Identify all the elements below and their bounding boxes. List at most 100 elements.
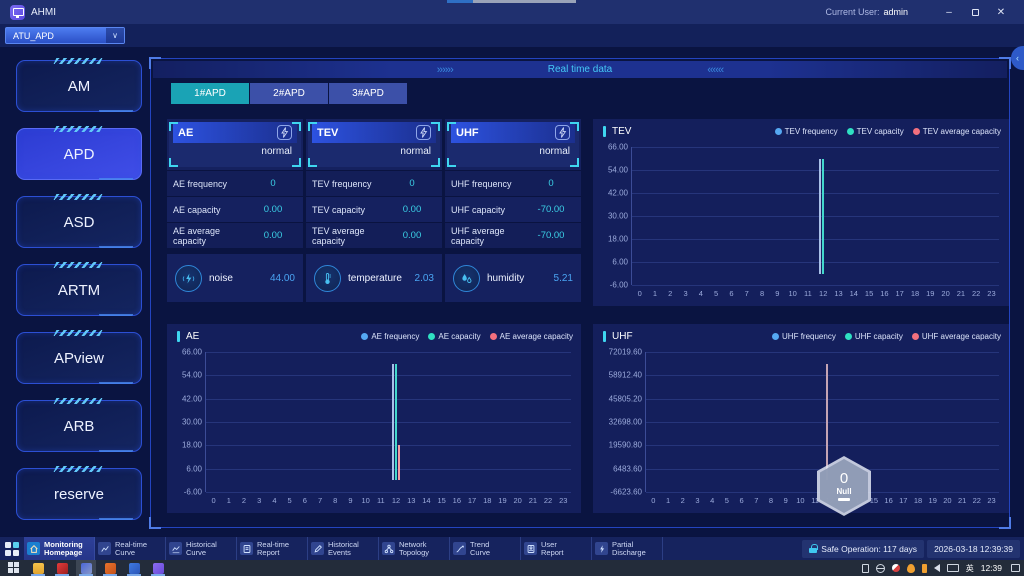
humidity-value: 5.21 (553, 272, 573, 284)
nav-historical-events[interactable]: Historical Events (308, 536, 379, 561)
table-row: UHF capacity -70.00 (445, 196, 581, 222)
volume-muted-icon[interactable] (933, 564, 940, 572)
legend-item[interactable]: TEV capacity (846, 127, 904, 136)
chart-legend: AE frequency AE capacity AE average capaci… (361, 332, 573, 341)
gridline (206, 422, 571, 423)
sidebar-item-reserve[interactable]: reserve (16, 466, 142, 520)
x-axis-tick-label: 9 (775, 289, 780, 298)
network-globe-icon[interactable] (875, 563, 885, 573)
close-button[interactable]: ✕ (996, 6, 1006, 18)
chart-title: UHF (612, 331, 633, 342)
nav-user-report[interactable]: User Report (521, 536, 592, 561)
taskbar-app-orange[interactable] (100, 560, 120, 576)
nav-network-topology[interactable]: Network Topology (379, 536, 450, 561)
firewall-tray-icon[interactable] (906, 563, 915, 573)
device-select-value: ATU_APD (13, 30, 54, 41)
taskbar-clock[interactable]: 12:39 (980, 563, 1002, 573)
nav-partial-discharge[interactable]: Partial Discharge (592, 536, 663, 561)
x-axis-tick-label: 6 (729, 289, 734, 298)
x-axis-tick-label: 21 (528, 496, 538, 505)
taskbar-app-purple[interactable] (148, 560, 168, 576)
y-axis-tick-label: 58912.40 (608, 370, 642, 380)
legend-dot-icon (489, 333, 497, 340)
battery-tray-icon[interactable] (921, 563, 927, 573)
tab-3apd[interactable]: 3#APD (329, 83, 407, 104)
badge-tick-decoration (838, 498, 850, 501)
y-axis-tick-label: 30.00 (181, 417, 202, 427)
x-axis-tick-label: 1 (652, 289, 658, 298)
keyboard-icon[interactable] (946, 564, 959, 572)
legend-item[interactable]: TEV frequency (774, 127, 838, 136)
ime-indicator[interactable]: 英 (965, 563, 974, 573)
card-title: AE (178, 126, 194, 139)
gridline (632, 285, 999, 286)
nav-trend-curve[interactable]: Trend Curve (450, 536, 521, 561)
gridline (206, 468, 571, 470)
gridline (632, 170, 999, 171)
x-axis-tick-label: 0 (651, 496, 656, 505)
usb-device-icon[interactable] (861, 563, 869, 573)
sidebar-item-am[interactable]: AM (16, 58, 142, 112)
panel-collapse-handle[interactable]: ‹ (1011, 46, 1024, 70)
tab-2apd[interactable]: 2#APD (250, 83, 328, 104)
sidebar-item-asd[interactable]: ASD (16, 194, 142, 248)
tev-chart: TEV TEV frequency TEV capacity TEV average … (593, 119, 1009, 306)
environment-cards: noise 44.00 temperature 2.03 humidity 5.… (167, 254, 581, 302)
legend-item[interactable]: AE frequency (361, 332, 419, 341)
legend-item[interactable]: AE capacity (428, 332, 481, 341)
current-user-label: Current User: (825, 7, 880, 17)
taskbar-app-folder[interactable] (28, 560, 48, 576)
y-axis-tick-label: 45805.20 (608, 394, 642, 404)
notification-center-icon[interactable] (1011, 564, 1020, 572)
x-axis-tick-label: 21 (956, 289, 966, 298)
chart-legend: UHF frequency UHF capacity UHF average cap… (772, 332, 1001, 341)
legend-dot-icon (911, 333, 919, 340)
gridline (632, 262, 999, 263)
chevrons-right-decoration: ›››››› (436, 63, 454, 76)
table-row: AE capacity 0.00 (167, 196, 303, 222)
y-axis-tick-label: 6483.60 (613, 464, 642, 474)
nav-monitoring-homepage[interactable]: Monitoring Homepage (24, 536, 95, 561)
tab-1apd[interactable]: 1#APD (171, 83, 249, 104)
x-axis-tick-label: 23 (559, 496, 568, 505)
null-value-badge[interactable]: 0 Null (817, 456, 871, 516)
x-axis-tick-label: 13 (834, 289, 843, 298)
maximize-button[interactable] (962, 3, 988, 21)
chart-plot-area: 0 1 2 3 4 5 6 7 8 9 10 11 12 13 14 15 16 17 18 19 20 21 22 23 66… (608, 143, 999, 298)
legend-item[interactable]: AE average capacity (489, 332, 573, 341)
taskbar-app-blue[interactable] (124, 560, 144, 576)
chart-bar (819, 158, 822, 274)
legend-item[interactable]: UHF frequency (772, 332, 836, 341)
minimize-button[interactable]: – (946, 6, 952, 18)
badge-value: 0 (839, 470, 849, 487)
x-axis-tick-label: 0 (211, 496, 216, 505)
y-axis-tick-label: 66.00 (607, 142, 628, 152)
x-axis-tick-label: 8 (333, 496, 338, 505)
legend-item[interactable]: TEV average capacity (912, 127, 1001, 136)
noise-value: 44.00 (269, 272, 295, 284)
legend-item[interactable]: UHF capacity (844, 332, 903, 341)
history-chart-icon (169, 542, 182, 555)
top-progress-decoration (447, 0, 576, 3)
nav-realtime-report[interactable]: Real-time Report (237, 536, 308, 561)
sidebar-item-artm[interactable]: ARTM (16, 262, 142, 316)
taskbar-app-red[interactable] (52, 560, 72, 576)
gridline (632, 193, 999, 194)
gridline (206, 398, 571, 400)
nav-realtime-curve[interactable]: Real-time Curve (95, 536, 166, 561)
sidebar-item-apview[interactable]: APview (16, 330, 142, 384)
apps-grid-icon[interactable] (5, 541, 19, 556)
safe-operation-status: Safe Operation: 117 days (802, 539, 925, 558)
taskbar-app-active[interactable] (76, 560, 96, 576)
x-axis-tick-label: 10 (796, 496, 805, 505)
sidebar-item-apd[interactable]: APD (16, 126, 142, 180)
device-select[interactable]: ATU_APD ∨ (5, 27, 125, 44)
gridline (646, 375, 999, 377)
start-button[interactable] (8, 562, 20, 574)
nav-historical-curve[interactable]: Historical Curve (166, 536, 237, 561)
sidebar-item-arb[interactable]: ARB (16, 398, 142, 452)
legend-item[interactable]: UHF average capacity (911, 332, 1001, 341)
x-axis-tick-label: 11 (811, 496, 819, 505)
security-tray-icon[interactable] (891, 564, 900, 572)
legend-dot-icon (844, 333, 852, 340)
